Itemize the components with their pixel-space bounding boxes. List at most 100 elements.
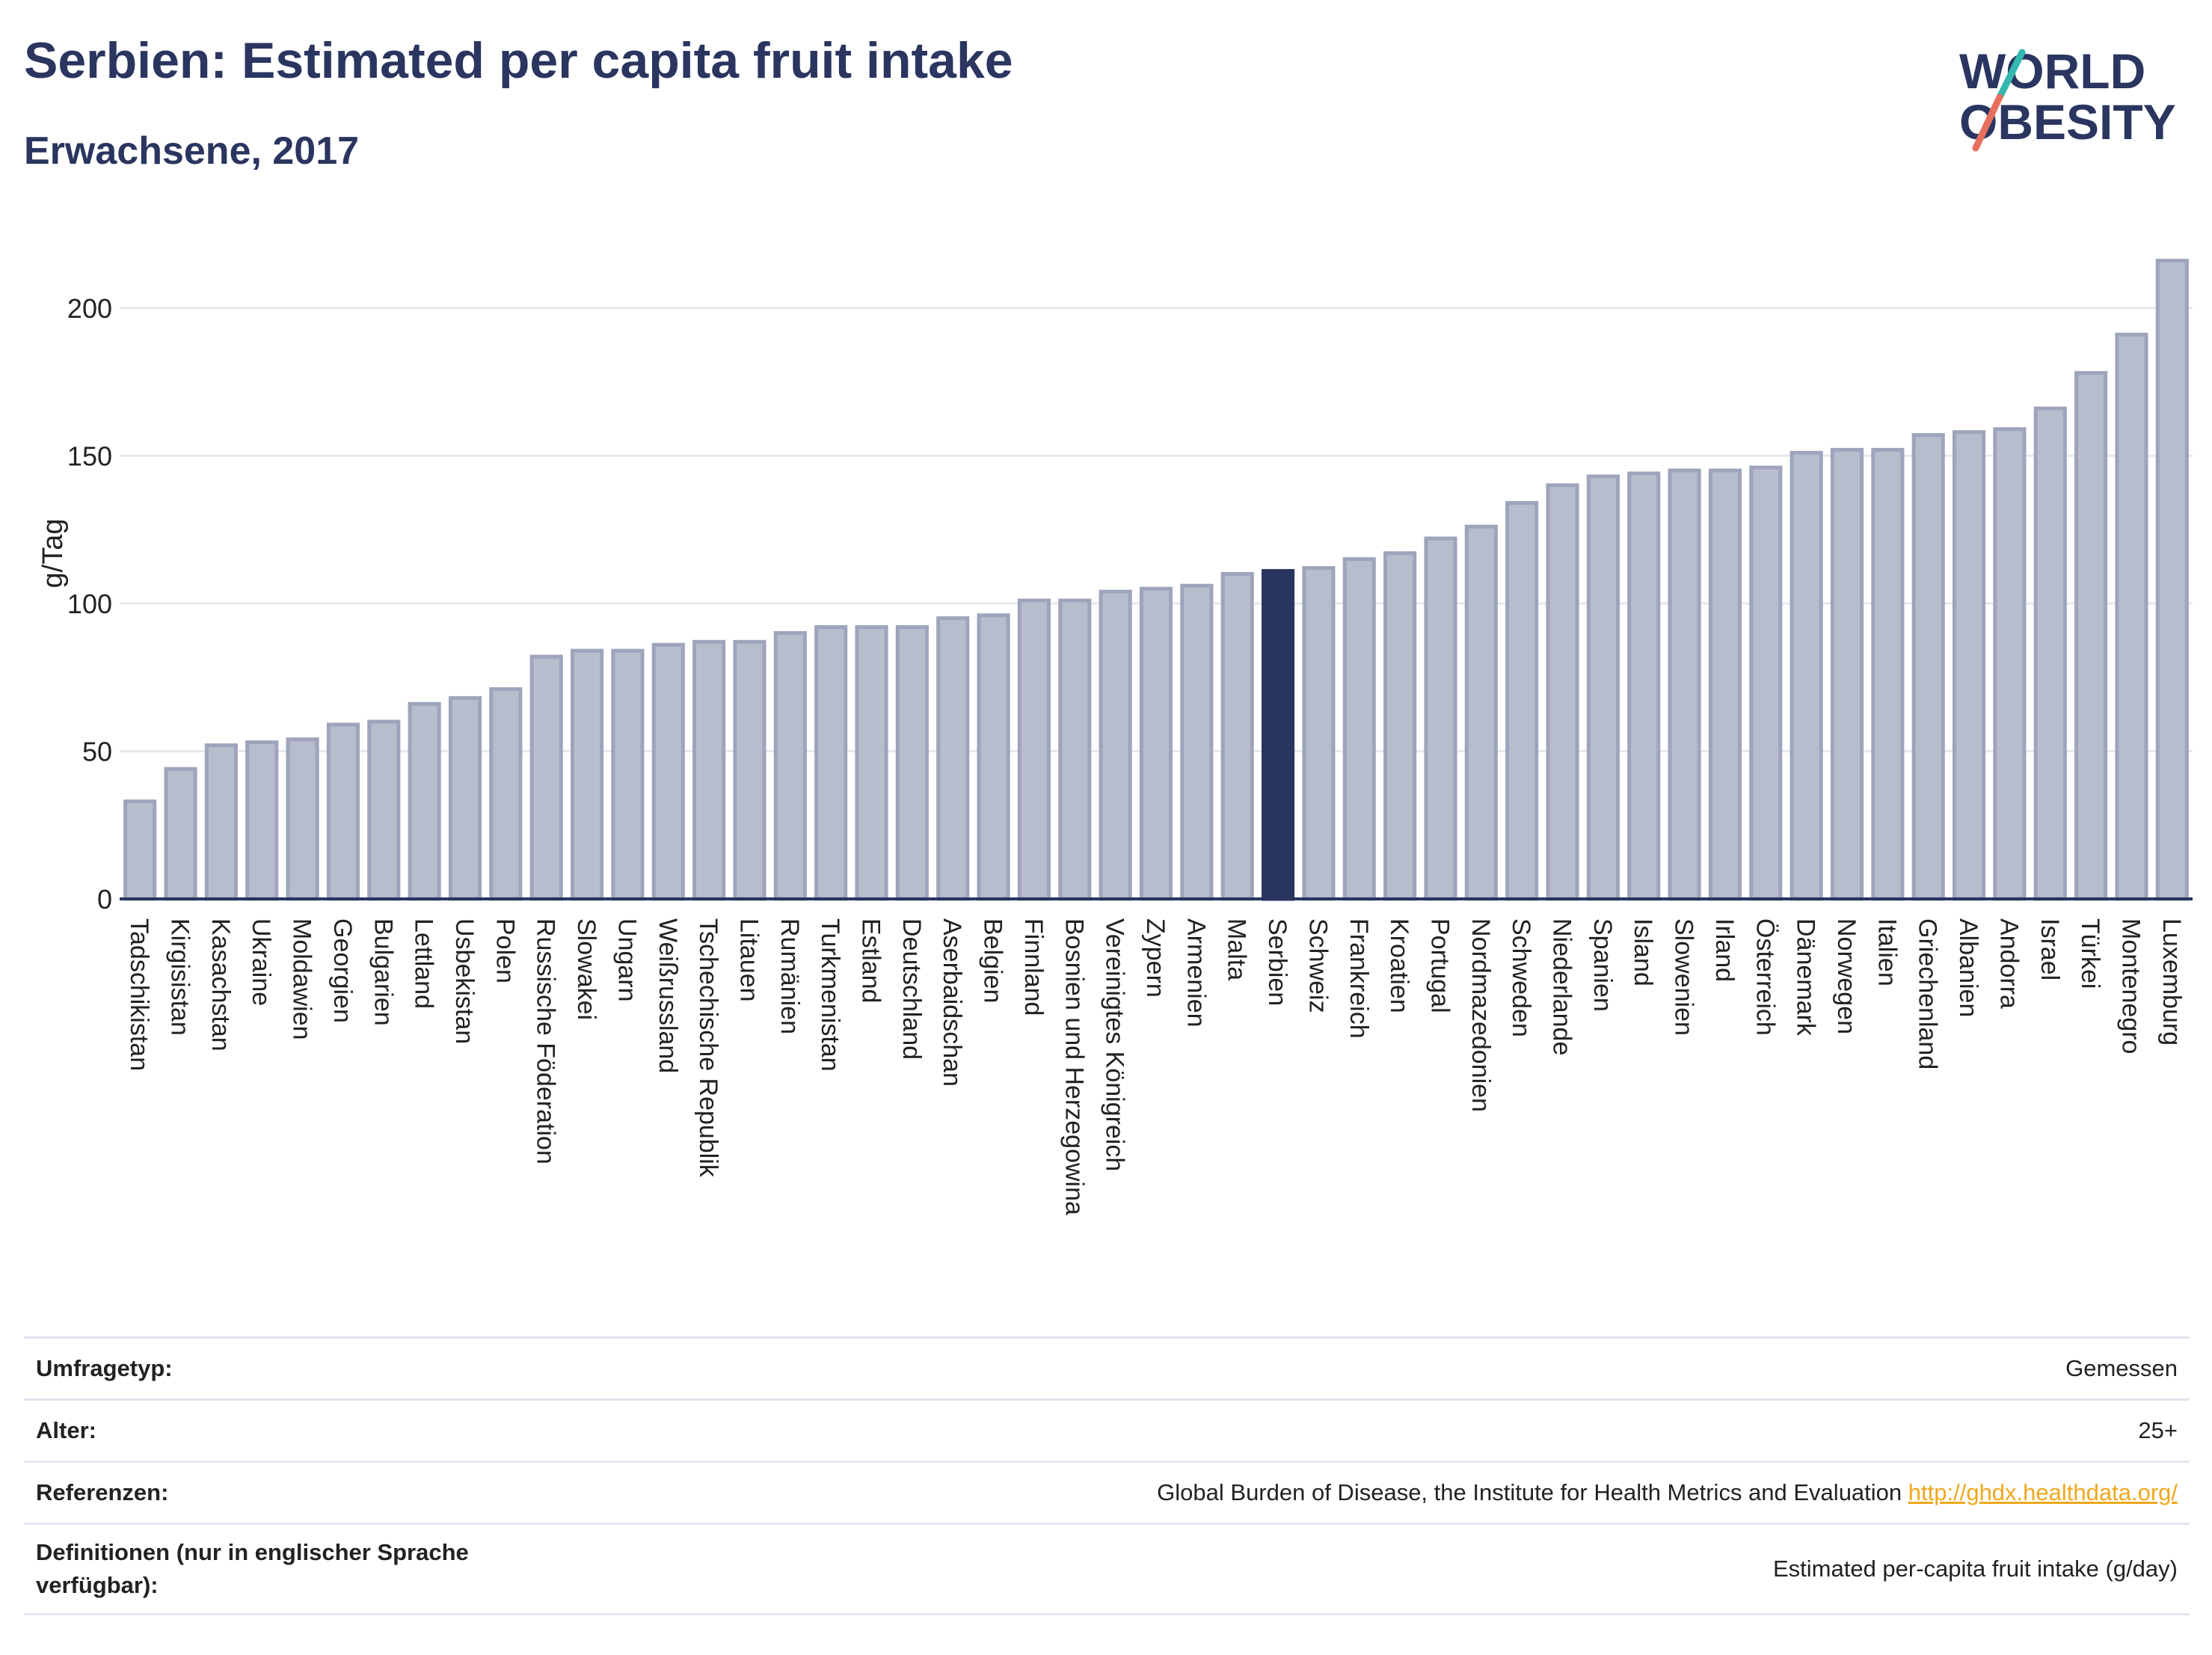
x-tick-label: Österreich xyxy=(1751,918,1779,1036)
x-tick-label: Aserbaidschan xyxy=(938,918,966,1087)
bar-russische-föderation xyxy=(529,654,563,901)
meta-row-references: Referenzen: Global Burden of Disease, th… xyxy=(24,1461,2190,1523)
x-tick-label: Russische Föderation xyxy=(532,918,560,1164)
x-tick-label: Slowenien xyxy=(1670,918,1698,1036)
bar-georgien xyxy=(326,722,360,901)
reference-text: Global Burden of Disease, the Institute … xyxy=(1157,1479,1902,1505)
bar-slowakei xyxy=(570,648,604,901)
bar-griechenland xyxy=(1911,433,1945,901)
meta-label: Definitionen (nur in englischer Sprache … xyxy=(36,1539,469,1598)
y-tick-label: 150 xyxy=(67,440,112,471)
bar-portugal xyxy=(1424,536,1457,901)
meta-label: Umfragetyp: xyxy=(36,1355,173,1381)
meta-value: Global Burden of Disease, the Institute … xyxy=(1157,1476,2190,1509)
x-tick-label: Israel xyxy=(2036,918,2064,980)
x-tick-label: Kroatien xyxy=(1385,918,1413,1013)
x-tick-label: Bosnien und Herzegowina xyxy=(1060,918,1088,1215)
x-tick-label: Frankreich xyxy=(1345,918,1373,1039)
bar-finnland xyxy=(1017,598,1051,901)
x-tick-label: Rumänien xyxy=(775,918,804,1034)
meta-label: Referenzen: xyxy=(36,1479,169,1505)
x-tick-label: Türkei xyxy=(2076,918,2104,989)
bar-rumänien xyxy=(773,630,807,901)
meta-value: 25+ xyxy=(2138,1417,2178,1443)
meta-row-survey-type: Umfragetyp: Gemessen xyxy=(24,1336,2190,1398)
x-tick-label: Deutschland xyxy=(897,918,926,1060)
metadata-table: Umfragetyp: Gemessen Alter: 25+ Referenz… xyxy=(24,1336,2190,1615)
bar-deutschland xyxy=(895,624,929,901)
x-tick-label: Zypern xyxy=(1141,918,1170,998)
bar-polen xyxy=(489,687,523,901)
x-tick-label: Kirgisistan xyxy=(166,918,194,1036)
bar-albanien xyxy=(1952,430,1986,901)
x-tick-label: Slowakei xyxy=(572,918,600,1020)
meta-row-definitions: Definitionen (nur in englischer Sprache … xyxy=(24,1523,2190,1615)
bar-kroatien xyxy=(1383,551,1417,901)
bar-italien xyxy=(1871,447,1905,901)
bar-turkmenistan xyxy=(814,624,848,901)
x-tick-label: Vereinigtes Königreich xyxy=(1101,918,1129,1171)
logo-slash-coral xyxy=(1972,93,2003,152)
bar-serbien xyxy=(1261,568,1295,901)
x-tick-label: Armenien xyxy=(1182,918,1210,1028)
x-tick-label: Portugal xyxy=(1425,918,1454,1013)
x-tick-label: Montenegro xyxy=(2116,918,2145,1054)
x-tick-label: Belgien xyxy=(979,918,1007,1003)
bar-schweden xyxy=(1505,501,1539,901)
bar-bulgarien xyxy=(367,719,401,901)
bar-irland xyxy=(1708,468,1742,901)
bar-island xyxy=(1627,471,1661,901)
y-tick-label: 0 xyxy=(97,884,112,915)
bar-österreich xyxy=(1749,465,1783,901)
bar-nordmazedonien xyxy=(1464,524,1498,901)
x-tick-label: Lettland xyxy=(410,918,438,1009)
bar-slowenien xyxy=(1668,468,1701,901)
page-subtitle: Erwachsene, 2017 xyxy=(24,129,360,173)
bar-türkei xyxy=(2074,371,2108,901)
bar-frankreich xyxy=(1342,557,1376,901)
bar-niederlande xyxy=(1546,483,1579,901)
y-tick-label: 100 xyxy=(67,589,112,619)
x-tick-label: Tschechische Republik xyxy=(694,918,722,1178)
meta-value: Gemessen xyxy=(2065,1355,2178,1381)
y-tick-label: 200 xyxy=(67,293,112,324)
bar-belgien xyxy=(977,613,1010,901)
bar-armenien xyxy=(1180,583,1214,901)
bar-malta xyxy=(1220,571,1254,901)
x-tick-label: Tadschikistan xyxy=(125,918,153,1071)
x-tick-label: Albanien xyxy=(1954,918,1982,1017)
reference-link[interactable]: http://ghdx.healthdata.org/ xyxy=(1908,1479,2178,1505)
bar-kasachstan xyxy=(204,743,238,901)
x-tick-label: Litauen xyxy=(734,918,763,1002)
bar-aserbaidschan xyxy=(936,616,970,901)
bar-kirgisistan xyxy=(164,767,197,901)
bar-tadschikistan xyxy=(123,799,157,901)
bar-moldawien xyxy=(286,737,319,901)
world-obesity-logo: WORLD OBESITY xyxy=(1959,43,2176,152)
x-tick-label: Italien xyxy=(1872,918,1901,986)
x-tick-label: Schweden xyxy=(1507,918,1535,1037)
x-tick-label: Andorra xyxy=(1994,918,2023,1009)
bar-norwegen xyxy=(1830,447,1864,901)
x-tick-label: Dänemark xyxy=(1792,918,1820,1037)
bar-spanien xyxy=(1586,474,1620,901)
bar-litauen xyxy=(733,639,766,901)
bar-ukraine xyxy=(245,740,279,901)
bar-israel xyxy=(2033,406,2067,901)
meta-row-age: Alter: 25+ xyxy=(24,1398,2190,1461)
bar-luxemburg xyxy=(2155,259,2189,901)
bar-andorra xyxy=(1993,427,2027,901)
x-tick-label: Schweiz xyxy=(1303,918,1332,1013)
bar-chart: 0 50 100 150 200 g/Tag Tadschikistan Kirgisista… xyxy=(37,259,2193,1215)
x-tick-label: Estland xyxy=(857,918,885,1003)
bar-estland xyxy=(855,624,888,901)
y-tick-label: 50 xyxy=(82,736,112,767)
bar-bosnien-und-herzegowina xyxy=(1058,598,1092,901)
x-tick-label: Irland xyxy=(1710,918,1739,982)
bar-lettland xyxy=(408,701,441,901)
x-tick-label: Nordmazedonien xyxy=(1466,918,1495,1112)
bar-ungarn xyxy=(611,648,645,901)
x-tick-label: Island xyxy=(1629,918,1657,986)
x-tick-label: Niederlande xyxy=(1548,918,1576,1055)
x-tick-label: Malta xyxy=(1223,918,1251,980)
